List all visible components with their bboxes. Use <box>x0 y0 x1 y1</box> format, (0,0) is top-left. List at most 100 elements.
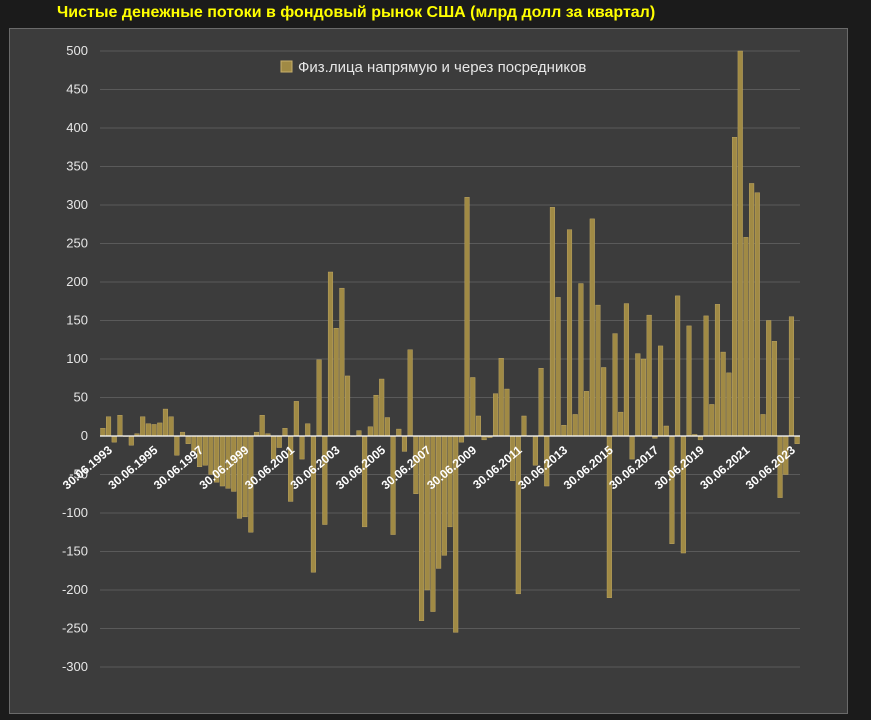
bar-chart: -300 -250 -200 -150 -100 -50 0 50 100 150 200 250 30… <box>60 43 800 674</box>
bar <box>492 393 499 437</box>
y-tick-label: -50 <box>69 467 88 482</box>
bar <box>436 435 442 569</box>
y-tick-label: -250 <box>62 621 88 636</box>
bar <box>111 435 117 443</box>
bar <box>367 426 373 437</box>
x-tick-label: 30.06.2019 <box>652 443 707 493</box>
bar <box>686 325 692 437</box>
chart-title: Чистые денежные потоки в фондовый рынок … <box>57 4 656 21</box>
bar <box>732 137 738 437</box>
bar <box>458 435 464 443</box>
bar <box>561 425 567 437</box>
x-tick-label: 30.06.2013 <box>515 443 570 493</box>
bar <box>470 377 476 437</box>
bar <box>771 341 777 437</box>
bar <box>128 435 134 446</box>
x-tick-label: 30.06.2023 <box>743 443 798 493</box>
bar <box>532 435 538 466</box>
bar <box>362 435 368 528</box>
bar <box>572 414 578 437</box>
bar <box>538 368 544 437</box>
y-tick-label: -100 <box>62 505 88 520</box>
bar <box>106 416 112 437</box>
y-tick-label: -200 <box>62 582 88 597</box>
bar <box>658 345 664 437</box>
bar <box>743 237 749 437</box>
bar <box>498 358 504 437</box>
bar <box>788 316 794 437</box>
bar <box>737 50 743 437</box>
bar <box>623 303 629 437</box>
y-tick-label: 0 <box>81 428 88 443</box>
bar <box>760 414 766 437</box>
bar <box>140 416 146 437</box>
bar <box>117 415 123 437</box>
bar <box>373 394 379 437</box>
bar <box>157 422 163 437</box>
bar <box>794 435 800 444</box>
bar <box>475 415 481 437</box>
bar <box>635 353 641 437</box>
bar <box>310 435 316 573</box>
y-tick-label: 100 <box>66 351 88 366</box>
bar <box>379 378 385 437</box>
bar <box>703 315 709 437</box>
y-axis-ticks: -300 -250 -200 -150 -100 -50 0 50 100 150 200 250 30… <box>62 43 88 674</box>
bar <box>276 435 282 448</box>
bar <box>589 218 595 437</box>
bar-series <box>100 50 800 633</box>
bar <box>504 388 510 437</box>
bar <box>629 435 635 460</box>
bar <box>720 351 726 437</box>
bar <box>282 428 288 437</box>
bar <box>316 359 322 437</box>
bar <box>646 314 652 437</box>
y-tick-label: 300 <box>66 197 88 212</box>
bar <box>401 435 408 452</box>
bar <box>464 197 470 437</box>
bar <box>595 304 601 437</box>
bar <box>709 404 715 437</box>
x-tick-label: 30.06.1995 <box>105 443 160 493</box>
bar <box>549 207 555 437</box>
bar <box>185 435 191 444</box>
bar <box>754 192 760 437</box>
bar <box>612 333 618 437</box>
y-tick-label: 350 <box>66 159 88 174</box>
bar <box>259 415 265 437</box>
x-tick-label: 30.06.2021 <box>697 443 752 493</box>
x-tick-label: 30.06.2005 <box>333 443 388 493</box>
bar <box>618 411 624 437</box>
bar <box>299 435 305 460</box>
bar <box>749 183 755 437</box>
y-tick-label: -300 <box>62 659 88 674</box>
y-tick-label: 250 <box>66 236 88 251</box>
bar <box>305 423 311 437</box>
bar <box>384 417 390 437</box>
bar <box>202 435 208 466</box>
bar <box>327 271 334 437</box>
bar <box>151 424 157 437</box>
y-tick-label: 200 <box>66 274 88 289</box>
bar <box>555 297 561 437</box>
bar <box>584 391 590 437</box>
bar <box>333 328 339 437</box>
grid-lines <box>100 50 800 668</box>
bar <box>356 430 362 437</box>
bar <box>339 287 345 437</box>
bar <box>566 229 573 437</box>
bar <box>174 435 180 456</box>
chart-panel: -300 -250 -200 -150 -100 -50 0 50 100 150 200 250 30… <box>9 28 848 714</box>
y-tick-label: 150 <box>66 313 88 328</box>
bar <box>726 372 732 437</box>
bar <box>100 428 106 437</box>
y-tick-label: -150 <box>62 544 88 559</box>
bar <box>447 435 453 528</box>
bar <box>601 367 607 437</box>
bar <box>396 428 402 437</box>
bar <box>521 415 527 437</box>
bar <box>293 401 299 437</box>
bar <box>168 416 174 437</box>
bar <box>407 349 413 437</box>
bar <box>162 408 168 437</box>
